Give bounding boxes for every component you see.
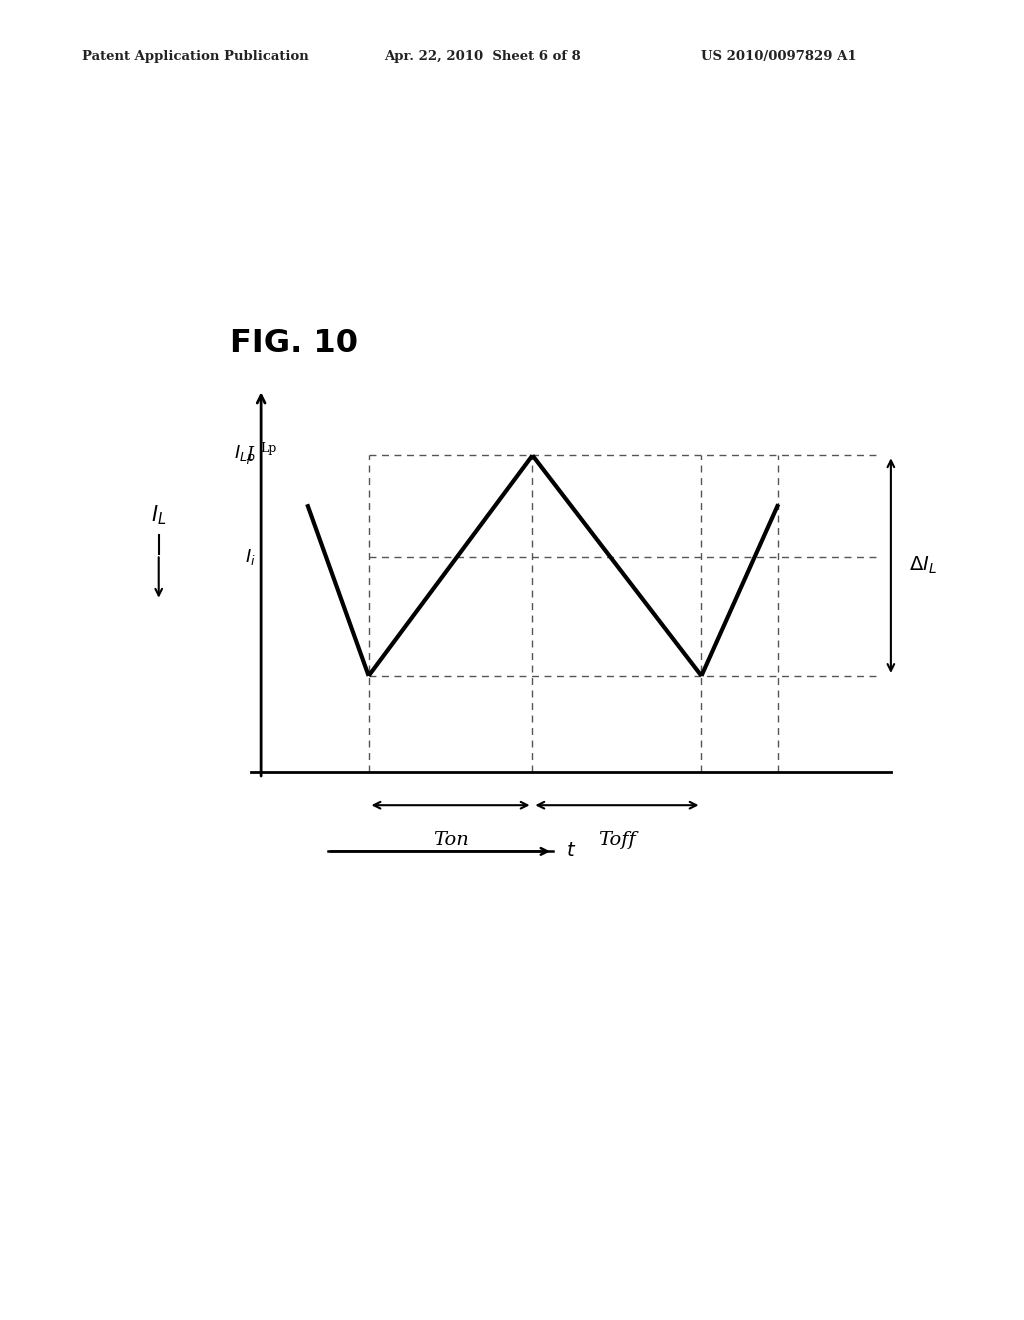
- Text: Lp: Lp: [260, 442, 276, 455]
- Text: I: I: [246, 446, 253, 465]
- Text: Apr. 22, 2010  Sheet 6 of 8: Apr. 22, 2010 Sheet 6 of 8: [384, 50, 581, 63]
- Text: $\mathit{t}$: $\mathit{t}$: [566, 842, 577, 861]
- Text: $\Delta\mathit{I}_L$: $\Delta\mathit{I}_L$: [909, 554, 937, 577]
- Text: FIG. 10: FIG. 10: [230, 327, 358, 359]
- Text: $\mathit{I}_{Lp}$: $\mathit{I}_{Lp}$: [234, 444, 256, 467]
- Text: Ton: Ton: [433, 830, 468, 849]
- Text: $\mathit{I}_i$: $\mathit{I}_i$: [245, 546, 256, 568]
- Text: US 2010/0097829 A1: US 2010/0097829 A1: [701, 50, 857, 63]
- Text: Patent Application Publication: Patent Application Publication: [82, 50, 308, 63]
- Text: Toff: Toff: [598, 830, 636, 849]
- Text: $\mathit{I}_L$: $\mathit{I}_L$: [151, 503, 167, 527]
